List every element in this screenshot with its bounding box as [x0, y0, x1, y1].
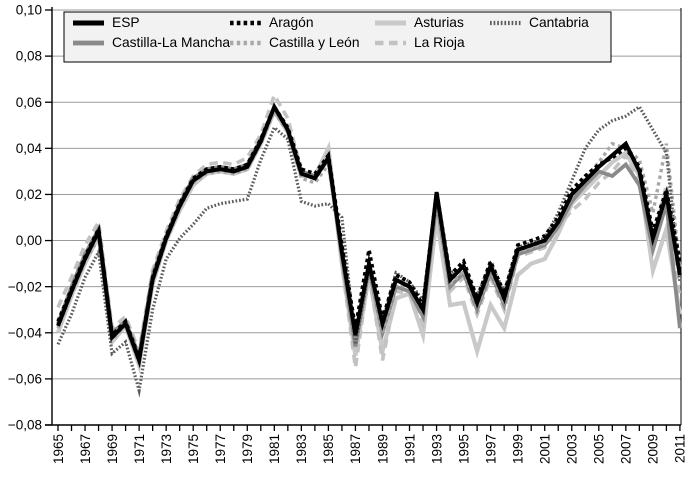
x-axis-label: 1965: [51, 434, 66, 464]
legend-label-castilla-y-leon: Castilla y León: [269, 35, 360, 50]
x-axis-label: 2001: [538, 434, 553, 464]
y-axis-label: −0,08: [8, 418, 42, 433]
x-axis-label: 2007: [619, 434, 634, 464]
x-axis-label: 2009: [646, 434, 661, 464]
legend-label-la-rioja: La Rioja: [414, 35, 465, 50]
x-axis-label: 1999: [510, 434, 525, 464]
x-axis-label: 1997: [483, 434, 498, 464]
legend: ESP Aragón Asturias Cantabria Castilla-La Ma…: [63, 11, 612, 63]
legend-label-esp: ESP: [112, 15, 140, 30]
x-axis-label: 1969: [105, 434, 120, 464]
legend-label-aragon: Aragón: [269, 15, 314, 30]
x-axis-label: 1981: [267, 434, 282, 464]
y-axis-label: 0,04: [16, 141, 43, 156]
x-axis-label: 1985: [321, 434, 336, 464]
x-axis-label: 1991: [402, 434, 417, 464]
x-axis-label: 2003: [565, 434, 580, 464]
legend-label-cantabria: Cantabria: [529, 15, 589, 30]
legend-item-castilla-la-mancha: Castilla-La Mancha: [73, 35, 230, 50]
legend-label-asturias: Asturias: [414, 15, 464, 30]
x-axis-label: 1983: [294, 434, 309, 464]
x-axis-label: 2011: [673, 434, 686, 463]
y-axis-label: 0,06: [16, 95, 42, 110]
legend-item-asturias: Asturias: [375, 15, 464, 30]
legend-item-esp: ESP: [73, 15, 140, 30]
x-axis-label: 1979: [240, 434, 255, 464]
y-axis-label: 0,02: [16, 187, 42, 202]
legend-item-aragon: Aragón: [230, 15, 314, 30]
y-axis-label: −0,04: [8, 325, 43, 340]
x-axis-label: 1987: [348, 434, 363, 464]
x-axis-label: 1967: [78, 434, 93, 464]
x-axis-label: 1989: [375, 434, 390, 464]
y-axis-label: 0,08: [16, 49, 42, 64]
series-line-cantabria: [56, 104, 682, 398]
legend-label-castilla-la-mancha: Castilla-La Mancha: [112, 35, 230, 50]
x-axis-label: 1975: [186, 434, 201, 464]
y-axis-label: 0,10: [16, 3, 42, 18]
x-axis-label: 1971: [132, 434, 147, 464]
series-line-esp: [56, 102, 682, 369]
x-axis-label: 1995: [456, 434, 471, 464]
legend-item-cantabria: Cantabria: [490, 15, 589, 30]
legend-item-castilla-y-leon: Castilla y León: [230, 35, 360, 50]
legend-box: [63, 11, 612, 63]
x-axis-label: 1993: [429, 434, 444, 464]
y-axis-label: 0,00: [16, 233, 42, 248]
y-axis-label: −0,02: [8, 279, 42, 294]
legend-item-la-rioja: La Rioja: [375, 35, 465, 50]
x-axis-label: 1977: [213, 434, 228, 464]
x-axis-label: 2005: [592, 434, 607, 464]
y-axis-label: −0,06: [8, 371, 42, 386]
x-axis-label: 1973: [159, 434, 174, 464]
